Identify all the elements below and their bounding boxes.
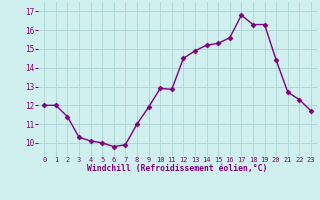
X-axis label: Windchill (Refroidissement éolien,°C): Windchill (Refroidissement éolien,°C) xyxy=(87,164,268,173)
